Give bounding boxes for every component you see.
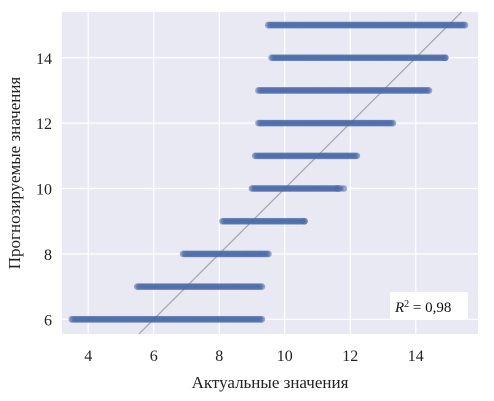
x-tick-label: 12 (342, 348, 358, 365)
annotation-prefix: R (394, 300, 404, 316)
annotation-superscript: 2 (404, 299, 409, 310)
tick-labels: 4 6 8 10 12 14 6 8 10 12 14 (36, 51, 424, 365)
y-tick-label: 14 (36, 51, 52, 68)
x-tick-label: 8 (215, 348, 223, 365)
data-point (264, 250, 272, 258)
x-tick-label: 6 (150, 348, 158, 365)
data-point (258, 283, 266, 290)
data-point (300, 217, 308, 225)
y-tick-label: 12 (36, 116, 52, 133)
data-point (258, 315, 266, 323)
data-point (425, 87, 433, 94)
annotation-text: R2 = 0,98 (394, 299, 451, 317)
x-tick-label: 10 (277, 348, 293, 365)
x-tick-label: 14 (408, 348, 424, 365)
data-point (441, 54, 449, 62)
data-point (389, 119, 397, 127)
x-axis-title: Актуальные значения (192, 373, 349, 392)
data-points (68, 21, 469, 323)
annotation-value: = 0,98 (409, 300, 451, 316)
y-axis-title: Прогнозируемые значения (5, 77, 24, 270)
r-squared-annotation: R2 = 0,98 (390, 292, 468, 320)
data-point (353, 152, 361, 160)
y-tick-label: 10 (36, 182, 52, 199)
annotation-box (390, 292, 468, 320)
y-tick-label: 6 (44, 312, 52, 329)
y-tick-label: 8 (44, 247, 52, 264)
reference-line-layer (138, 11, 463, 335)
data-point (340, 185, 348, 192)
data-point (461, 21, 469, 29)
identity-line (138, 11, 463, 335)
x-tick-label: 4 (84, 348, 92, 365)
data-point (333, 185, 341, 192)
